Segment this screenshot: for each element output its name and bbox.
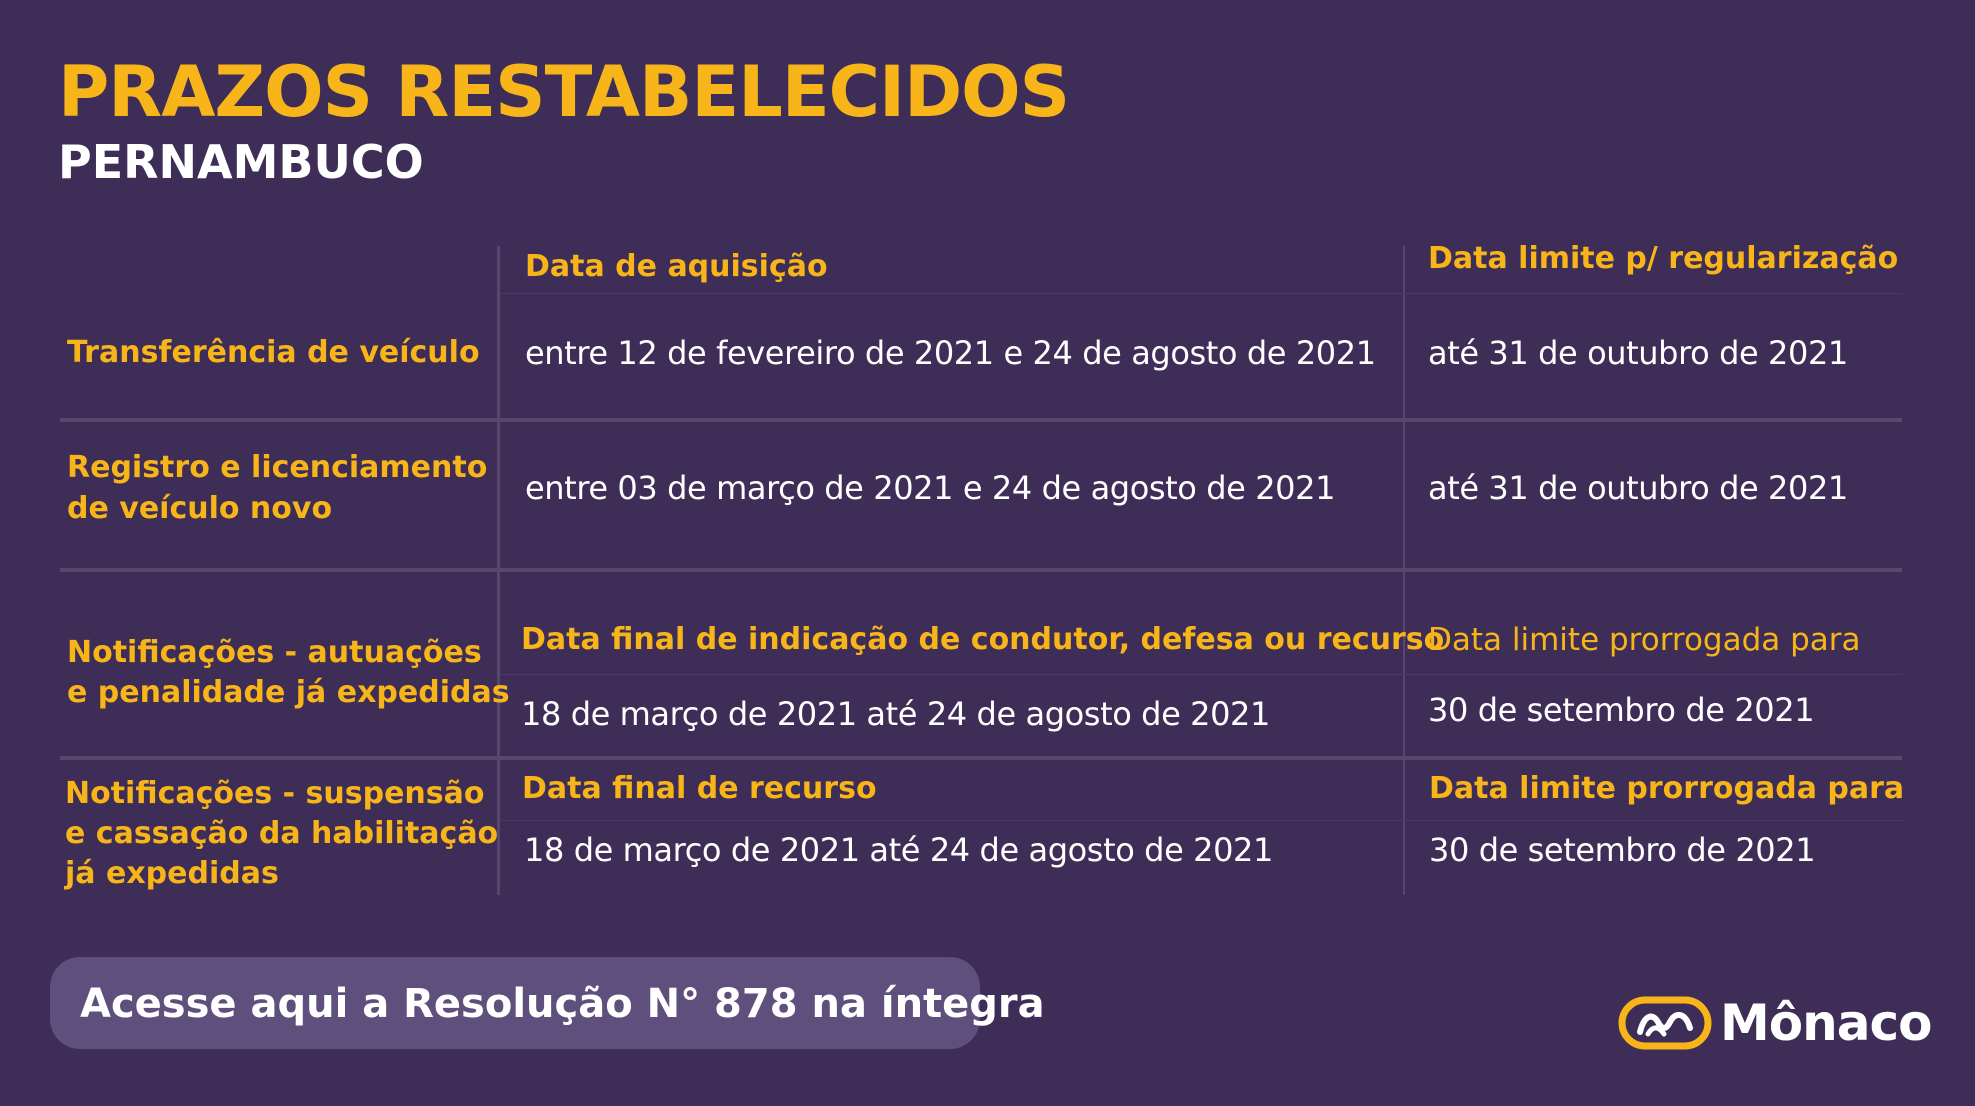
- brand-logo: Mônaco: [1618, 994, 1932, 1052]
- monaco-logo-icon: [1618, 996, 1712, 1050]
- row4-col3-header: Data limite prorrogada para: [1429, 771, 1905, 806]
- row-divider-3: [60, 756, 1902, 760]
- row4-deadline: 30 de setembro de 2021: [1429, 831, 1816, 869]
- column-header-deadline: Data limite p/ regularização: [1428, 241, 1899, 276]
- resolution-link-label: Acesse aqui a Resolução N° 878 na íntegr…: [80, 981, 1045, 1027]
- row3-col2-header: Data final de indicação de condutor, def…: [521, 622, 1445, 657]
- row4-period: 18 de março de 2021 até 24 de agosto de …: [524, 831, 1273, 869]
- row3-deadline: 30 de setembro de 2021: [1428, 691, 1815, 729]
- row1-deadline: até 31 de outubro de 2021: [1428, 334, 1848, 372]
- brand-name: Mônaco: [1720, 994, 1932, 1052]
- row-label-vehicle-transfer: Transferência de veículo: [67, 335, 480, 370]
- row-label-notifications-penalties-line1: Notificações - autuações: [67, 635, 482, 670]
- row2-deadline: até 31 de outubro de 2021: [1428, 469, 1848, 507]
- resolution-link-button[interactable]: Acesse aqui a Resolução N° 878 na íntegr…: [50, 957, 1045, 1049]
- row4-subdivider: [500, 820, 1902, 821]
- header-divider: [500, 293, 1902, 294]
- row3-subdivider: [500, 674, 1902, 675]
- row-label-notifications-suspension-line1: Notificações - suspensão: [65, 776, 485, 811]
- row-label-notifications-suspension-line2: e cassação da habilitação: [65, 816, 499, 851]
- row-label-notifications-suspension-line3: já expedidas: [65, 856, 279, 891]
- row3-period: 18 de março de 2021 até 24 de agosto de …: [521, 695, 1270, 733]
- row2-acquisition-date: entre 03 de março de 2021 e 24 de agosto…: [525, 469, 1336, 507]
- page-subtitle: PERNAMBUCO: [58, 135, 424, 189]
- row-divider-2: [60, 568, 1902, 572]
- row-label-registration-line1: Registro e licenciamento: [67, 450, 488, 485]
- row-divider-1: [60, 418, 1902, 422]
- row-label-notifications-penalties-line2: e penalidade já expedidas: [67, 675, 510, 710]
- row4-col2-header: Data final de recurso: [522, 771, 877, 806]
- row3-col3-header: Data limite prorrogada para: [1428, 622, 1861, 658]
- row-label-registration-line2: de veículo novo: [67, 491, 333, 526]
- page-title: PRAZOS RESTABELECIDOS: [58, 51, 1070, 133]
- column-header-acquisition-date: Data de aquisição: [525, 249, 828, 284]
- row1-acquisition-date: entre 12 de fevereiro de 2021 e 24 de ag…: [525, 334, 1376, 372]
